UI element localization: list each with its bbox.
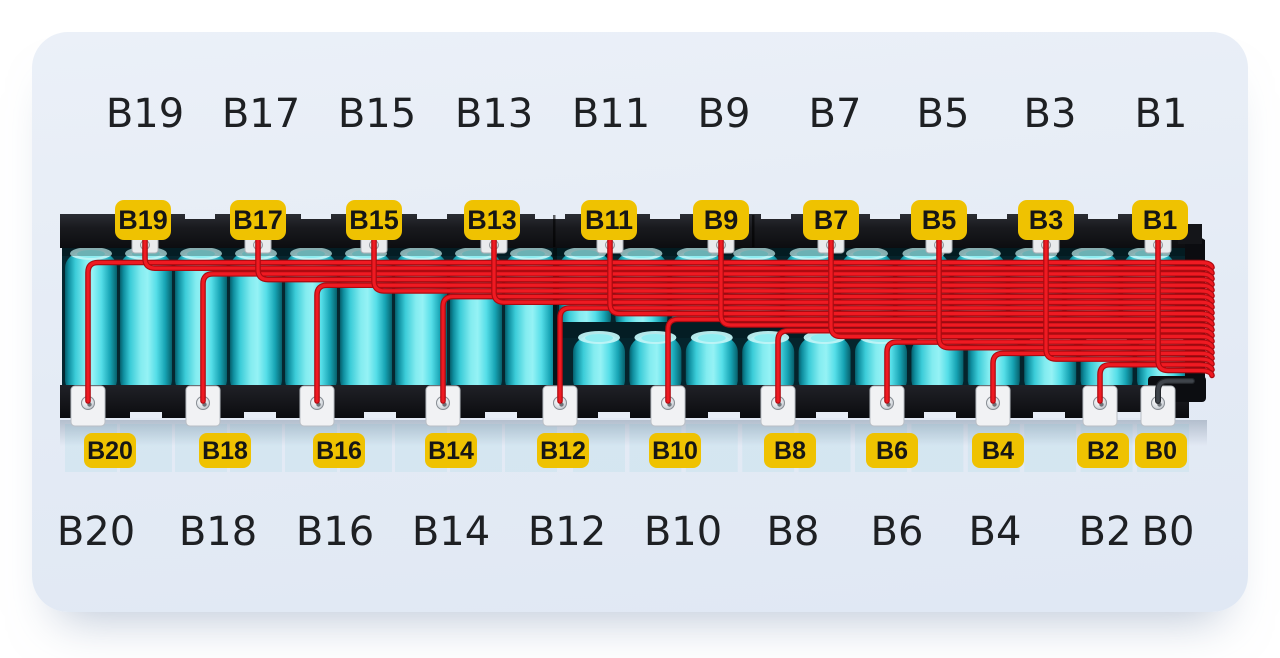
balance-wire-B19: [142, 236, 1215, 276]
balance-wire-B7: [828, 236, 1215, 345]
badge-top-label: B1: [1143, 205, 1178, 235]
balance-wire-B3: [1043, 236, 1215, 367]
balance-wire-B10: [665, 316, 1215, 404]
balance-wire-B2: [1097, 361, 1215, 404]
badge-bottom-B18: B18: [199, 433, 251, 468]
badge-top-B5: B5: [911, 200, 967, 240]
badge-bottom-label: B12: [540, 437, 586, 465]
badge-top-label: B3: [1029, 205, 1064, 235]
label-bottom-B12: B12: [527, 509, 607, 555]
badge-bottom-B0: B0: [1135, 433, 1187, 468]
badge-bottom-B8: B8: [764, 433, 816, 468]
balance-wire-B12: [557, 305, 1215, 404]
badge-top-label: B13: [467, 205, 517, 235]
badge-top-B9: B9: [693, 200, 749, 240]
label-top-B5: B5: [916, 91, 970, 137]
bottom-rail: [60, 385, 1189, 418]
label-bottom-B4: B4: [968, 509, 1022, 555]
balance-wire-B4: [990, 350, 1215, 404]
balance-wire-B1: [1155, 236, 1215, 379]
badge-top-B17: B17: [230, 200, 286, 240]
badge-top-label: B5: [922, 205, 957, 235]
label-top-B19: B19: [105, 91, 185, 137]
badge-bottom-B6: B6: [866, 433, 918, 468]
badge-bottom-label: B18: [202, 437, 248, 465]
tab-bottom-B0: [1140, 385, 1176, 427]
label-bottom-B20: B20: [56, 509, 136, 555]
balance-wire-B9: [718, 236, 1215, 333]
label-top-B13: B13: [454, 91, 534, 137]
badge-top-B13: B13: [464, 200, 520, 240]
cell: [65, 247, 117, 398]
badge-top-label: B19: [118, 205, 168, 235]
badge-top-label: B15: [349, 205, 399, 235]
label-bottom-B16: B16: [295, 509, 375, 555]
badge-bottom-B10: B10: [649, 433, 701, 468]
badge-top-label: B7: [814, 205, 849, 235]
badge-bottom-B4: B4: [972, 433, 1024, 468]
tab-bottom-B10: [650, 385, 686, 427]
badge-bottom-label: B2: [1087, 437, 1119, 465]
balance-wire-B15: [371, 236, 1215, 299]
tab-bottom-B12: [542, 385, 578, 427]
badge-bottom-label: B16: [316, 437, 362, 465]
label-bottom-B8: B8: [766, 509, 820, 555]
badge-bottom-label: B10: [652, 437, 698, 465]
label-bottom-B14: B14: [411, 509, 491, 555]
balance-wire-B0: [1155, 378, 1195, 404]
label-bottom-B2: B2: [1078, 509, 1132, 555]
cell: [685, 331, 738, 398]
balance-wire-B18: [200, 271, 1215, 404]
label-top-B7: B7: [808, 91, 862, 137]
label-bottom-B6: B6: [870, 509, 924, 555]
badge-bottom-B20: B20: [84, 433, 136, 468]
label-top-B9: B9: [697, 91, 751, 137]
badge-bottom-label: B6: [876, 437, 908, 465]
cell: [573, 331, 625, 398]
balance-wire-B17: [255, 236, 1215, 288]
balance-wire-B20: [85, 259, 1215, 404]
badge-top-B1: B1: [1132, 200, 1188, 240]
badge-top-B3: B3: [1018, 200, 1074, 240]
badge-bottom-label: B14: [428, 437, 474, 465]
badge-bottom-label: B0: [1145, 437, 1177, 465]
label-top-B17: B17: [221, 91, 301, 137]
badge-top-B15: B15: [346, 200, 402, 240]
balance-wire-B5: [936, 236, 1215, 356]
badge-top-label: B17: [233, 205, 283, 235]
label-top-B15: B15: [337, 91, 417, 137]
label-top-B11: B11: [571, 91, 651, 137]
badge-top-label: B11: [585, 205, 633, 235]
badge-bottom-label: B20: [87, 437, 133, 465]
badge-bottom-B2: B2: [1077, 433, 1129, 468]
balance-wire-B14: [440, 293, 1215, 404]
label-bottom-B10: B10: [643, 509, 723, 555]
balance-wire-B8: [775, 327, 1215, 404]
label-bottom-B0: B0: [1141, 509, 1195, 555]
badge-top-B7: B7: [803, 200, 859, 240]
badge-bottom-label: B8: [774, 437, 806, 465]
badge-top-B19: B19: [115, 200, 171, 240]
badge-bottom-B14: B14: [425, 433, 477, 468]
label-top-B3: B3: [1023, 91, 1077, 137]
balance-wire-B11: [607, 236, 1215, 322]
badge-bottom-label: B4: [982, 437, 1014, 465]
balance-wire-B13: [491, 236, 1215, 311]
label-bottom-B18: B18: [178, 509, 258, 555]
label-top-B1: B1: [1134, 91, 1188, 137]
balance-wire-B6: [884, 339, 1215, 404]
badge-bottom-B12: B12: [537, 433, 589, 468]
badge-top-B11: B11: [581, 200, 637, 240]
badge-top-label: B9: [704, 205, 739, 235]
badge-bottom-B16: B16: [313, 433, 365, 468]
balance-wire-B16: [314, 282, 1215, 404]
